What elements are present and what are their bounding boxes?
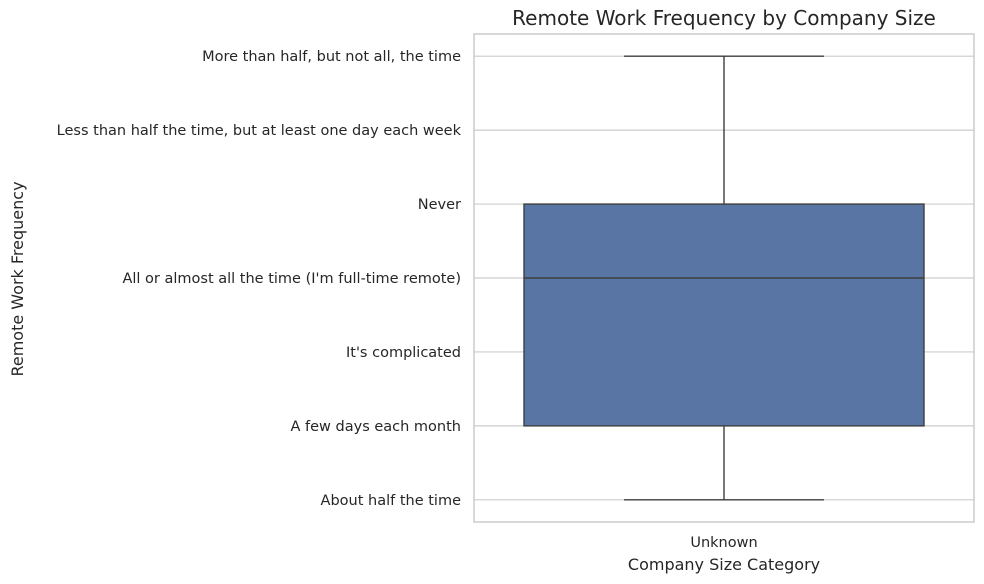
y-tick-label: It's complicated: [346, 345, 461, 361]
iqr-box: [523, 203, 925, 427]
y-tick-label: More than half, but not all, the time: [202, 49, 461, 65]
y-tick-labels: About half the time A few days each month…: [57, 49, 462, 509]
y-tick-label: Less than half the time, but at least on…: [57, 123, 462, 139]
y-tick-label: Never: [418, 197, 461, 213]
y-tick-label: About half the time: [321, 493, 462, 509]
y-axis-label: Remote Work Frequency: [8, 181, 27, 376]
y-tick-label: A few days each month: [291, 419, 462, 435]
y-tick-label: All or almost all the time (I'm full-tim…: [122, 271, 461, 287]
x-tick-label: Unknown: [690, 535, 757, 551]
box-plot-layer: [523, 55, 925, 501]
x-tick-labels: Unknown: [690, 535, 757, 551]
plot-frame: [473, 33, 975, 523]
x-axis-label: Company Size Category: [628, 555, 820, 574]
chart-title: Remote Work Frequency by Company Size: [512, 6, 936, 30]
